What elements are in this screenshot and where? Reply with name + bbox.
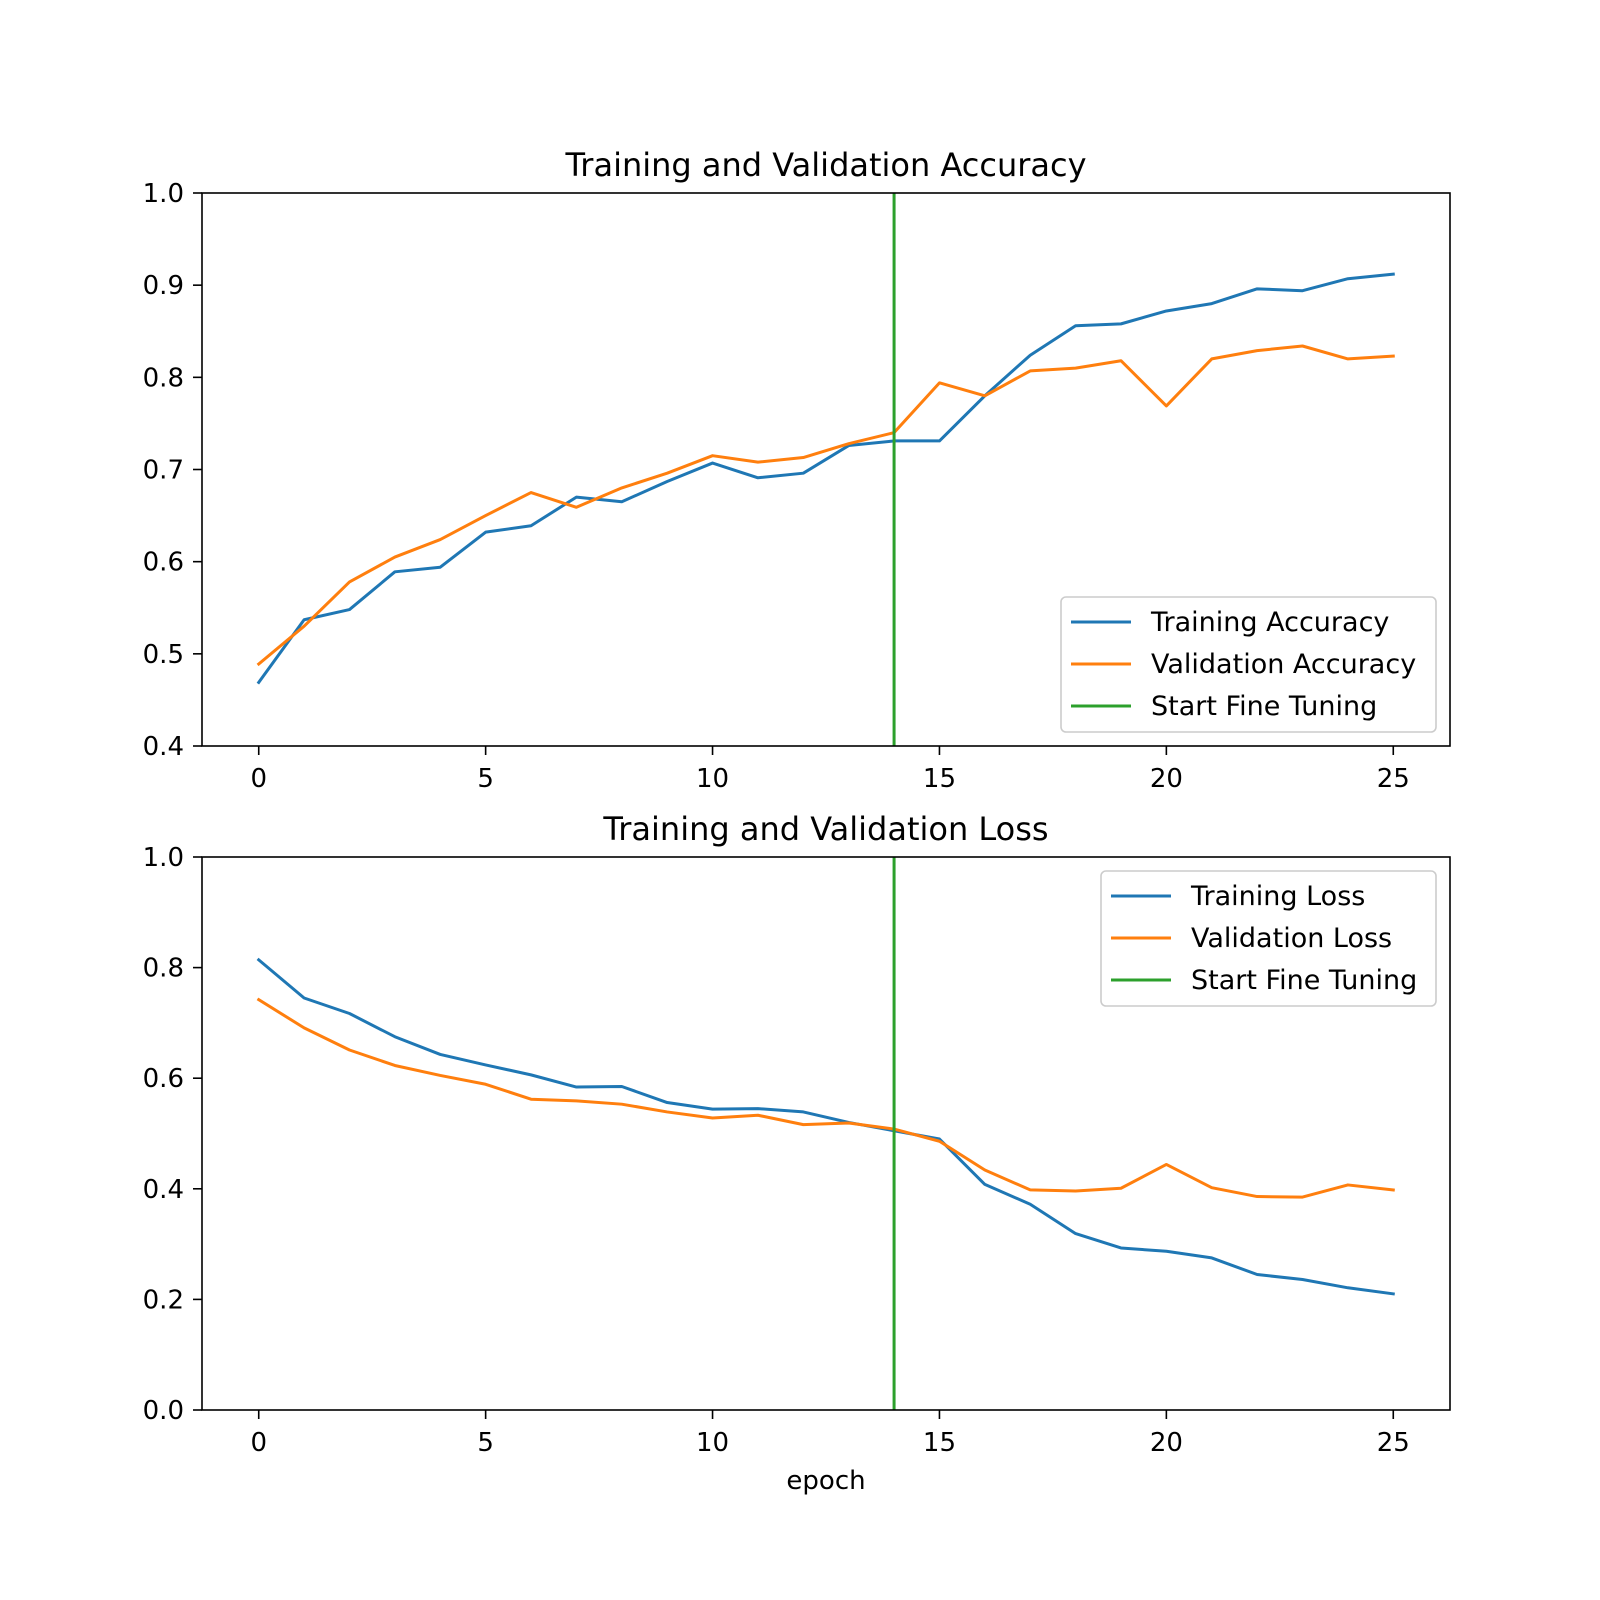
accuracy-x-tick-label: 25	[1377, 764, 1410, 794]
loss-x-tick-label: 20	[1150, 1428, 1183, 1458]
accuracy-y-tick-label: 0.9	[143, 271, 184, 301]
loss-legend-label: Training Loss	[1190, 881, 1365, 912]
accuracy-x-tick-label: 0	[250, 764, 267, 794]
loss-chart-xlabel: epoch	[786, 1466, 865, 1496]
accuracy-y-tick-label: 0.4	[143, 732, 184, 762]
accuracy-series-line-training	[256, 272, 1395, 685]
accuracy-plot-area	[256, 193, 1395, 746]
accuracy-x-tick-label: 15	[923, 764, 956, 794]
accuracy-y-tick-label: 0.6	[143, 548, 184, 578]
loss-x-tick-label: 10	[696, 1428, 729, 1458]
loss-series-line-training	[256, 957, 1395, 1296]
loss-chart-title: Training and Validation Loss	[602, 810, 1048, 848]
accuracy-legend-label: Training Accuracy	[1150, 607, 1389, 638]
loss-y-tick-label: 0.0	[143, 1396, 184, 1426]
accuracy-legend: Training Accuracy Validation Accuracy Star…	[1060, 596, 1437, 733]
loss-chart: Training and Validation Loss epoch 0 5 10 1…	[143, 810, 1451, 1496]
loss-y-tick-label: 0.8	[143, 954, 184, 984]
loss-x-tick-label: 25	[1377, 1428, 1410, 1458]
loss-legend-label: Validation Loss	[1191, 923, 1392, 954]
accuracy-x-tick-label: 5	[477, 764, 494, 794]
accuracy-chart: Training and Validation Accuracy 0 5 10 15 2…	[143, 146, 1451, 794]
loss-y-tick-label: 0.6	[143, 1064, 184, 1094]
accuracy-chart-title: Training and Validation Accuracy	[564, 146, 1086, 184]
loss-axes-frame	[201, 856, 1451, 1411]
loss-y-tick-label: 0.2	[143, 1285, 184, 1315]
loss-y-tick-label: 1.0	[143, 843, 184, 873]
loss-x-tick-label: 5	[477, 1428, 494, 1458]
loss-legend-box	[1100, 870, 1437, 1007]
loss-plot-area	[256, 857, 1395, 1410]
loss-x-tick-label: 15	[923, 1428, 956, 1458]
accuracy-legend-label: Start Fine Tuning	[1151, 691, 1377, 722]
accuracy-x-tick-label: 20	[1150, 764, 1183, 794]
loss-x-tick-label: 0	[250, 1428, 267, 1458]
accuracy-legend-box	[1060, 596, 1437, 733]
loss-legend: Training Loss Validation Loss Start Fine T…	[1100, 870, 1437, 1007]
accuracy-y-tick-label: 0.7	[143, 456, 184, 486]
loss-series-line-validation	[256, 997, 1395, 1199]
accuracy-series-line-validation	[256, 344, 1395, 667]
loss-y-tick-label: 0.4	[143, 1175, 184, 1205]
loss-legend-label: Start Fine Tuning	[1191, 965, 1417, 996]
accuracy-y-tick-label: 1.0	[143, 179, 184, 209]
accuracy-y-tick-label: 0.5	[143, 640, 184, 670]
accuracy-x-tick-label: 10	[696, 764, 729, 794]
accuracy-legend-label: Validation Accuracy	[1151, 649, 1416, 680]
accuracy-y-tick-label: 0.8	[143, 363, 184, 393]
